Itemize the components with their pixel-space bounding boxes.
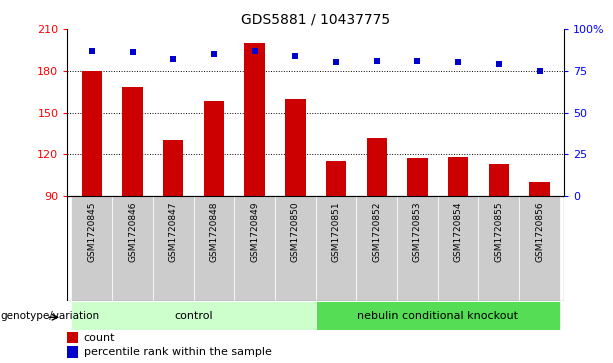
Bar bbox=[407, 158, 428, 196]
Text: GSM1720847: GSM1720847 bbox=[169, 201, 178, 262]
Bar bbox=[123, 87, 143, 196]
Text: GSM1720853: GSM1720853 bbox=[413, 201, 422, 262]
Bar bbox=[234, 196, 275, 301]
Text: GSM1720849: GSM1720849 bbox=[250, 201, 259, 262]
Point bbox=[128, 49, 137, 55]
Bar bbox=[153, 196, 194, 301]
Bar bbox=[438, 196, 479, 301]
Text: GSM1720848: GSM1720848 bbox=[210, 201, 218, 262]
Title: GDS5881 / 10437775: GDS5881 / 10437775 bbox=[241, 12, 390, 26]
Bar bbox=[275, 196, 316, 301]
Bar bbox=[479, 196, 519, 301]
Bar bbox=[285, 99, 305, 196]
Bar bbox=[204, 101, 224, 196]
Bar bbox=[356, 196, 397, 301]
Text: GSM1720846: GSM1720846 bbox=[128, 201, 137, 262]
Point bbox=[209, 51, 219, 57]
Text: control: control bbox=[174, 311, 213, 321]
Bar bbox=[489, 164, 509, 196]
Bar bbox=[163, 140, 183, 196]
Bar bbox=[316, 301, 560, 330]
Bar bbox=[448, 157, 468, 196]
Point bbox=[372, 58, 382, 64]
Bar bbox=[67, 346, 78, 358]
Bar bbox=[194, 196, 234, 301]
Text: GSM1720855: GSM1720855 bbox=[494, 201, 503, 262]
Text: genotype/variation: genotype/variation bbox=[0, 311, 99, 321]
Text: nebulin conditional knockout: nebulin conditional knockout bbox=[357, 311, 519, 321]
Text: count: count bbox=[84, 333, 115, 343]
Bar bbox=[367, 138, 387, 196]
Bar bbox=[397, 196, 438, 301]
Text: percentile rank within the sample: percentile rank within the sample bbox=[84, 347, 272, 357]
Bar bbox=[72, 301, 316, 330]
Bar bbox=[530, 182, 550, 196]
Text: GSM1720854: GSM1720854 bbox=[454, 201, 463, 262]
Point bbox=[494, 61, 504, 67]
Text: GSM1720850: GSM1720850 bbox=[291, 201, 300, 262]
Text: GSM1720852: GSM1720852 bbox=[372, 201, 381, 262]
Point bbox=[87, 48, 97, 54]
Bar bbox=[72, 196, 112, 301]
Point bbox=[413, 58, 422, 64]
Text: GSM1720856: GSM1720856 bbox=[535, 201, 544, 262]
Text: GSM1720851: GSM1720851 bbox=[332, 201, 341, 262]
Point bbox=[453, 60, 463, 65]
Text: GSM1720845: GSM1720845 bbox=[87, 201, 96, 262]
Point bbox=[169, 56, 178, 62]
Bar bbox=[245, 43, 265, 196]
Point bbox=[331, 60, 341, 65]
Point bbox=[291, 53, 300, 59]
Bar bbox=[112, 196, 153, 301]
Bar bbox=[519, 196, 560, 301]
Point bbox=[535, 68, 544, 74]
Bar bbox=[316, 196, 356, 301]
Bar bbox=[82, 71, 102, 196]
Bar bbox=[326, 161, 346, 196]
Bar bbox=[67, 332, 78, 343]
Point bbox=[249, 48, 259, 54]
